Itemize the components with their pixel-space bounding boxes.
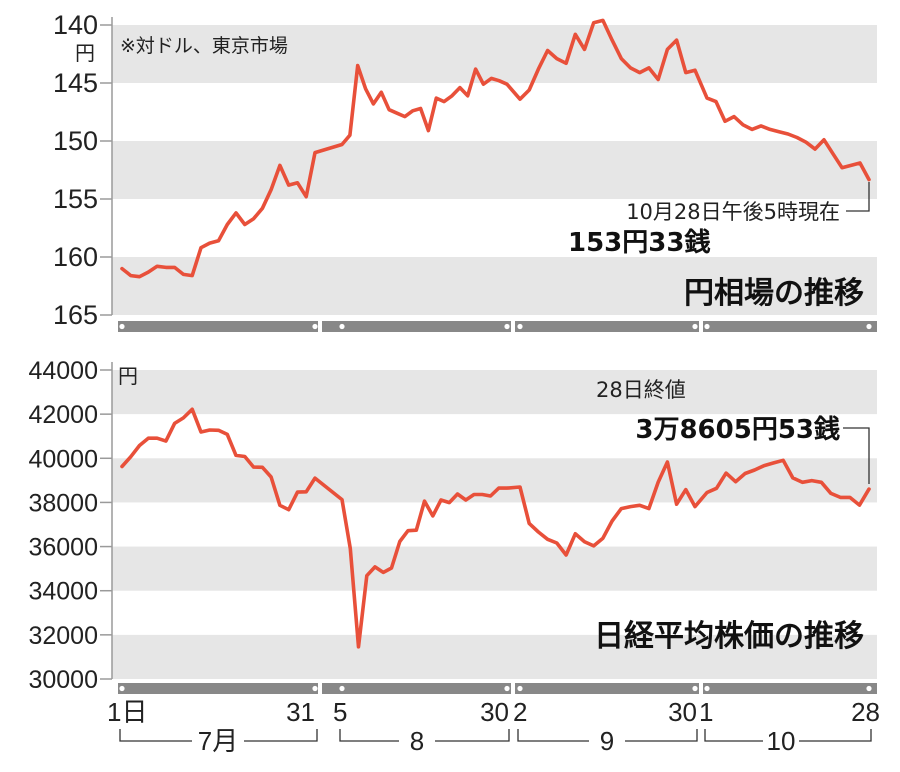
- bottom-annotation-label: 28日終値: [596, 378, 686, 402]
- x-tick-label: 30: [668, 697, 697, 727]
- yen-y-tick-label: 145: [53, 68, 98, 98]
- month-bracket-left: [339, 729, 399, 742]
- yen-y-tick-label: 140: [53, 10, 98, 40]
- yen-date-strip: [118, 321, 877, 332]
- nikkei-strip-dot: [704, 685, 710, 692]
- yen-grid-band: [112, 25, 877, 83]
- nikkei-strip-dot: [692, 685, 698, 692]
- month-bracket-right: [625, 729, 698, 742]
- nikkei-strip-gap: [511, 683, 515, 694]
- month-bracket-right: [244, 729, 318, 742]
- nikkei-y-tick-label: 40000: [28, 445, 98, 473]
- month-label: 7月: [198, 726, 238, 756]
- x-tick-label: 5: [333, 697, 347, 727]
- nikkei-y-tick-label: 34000: [28, 578, 98, 606]
- yen-strip-dot: [692, 323, 698, 330]
- nikkei-grid-band: [112, 634, 877, 679]
- nikkei-strip-dot: [119, 685, 125, 692]
- x-tick-label: 31: [286, 697, 315, 727]
- nikkei-strip-gap: [318, 683, 322, 694]
- yen-chart: 140 145 150 155 160 165: [53, 10, 877, 332]
- yen-y-tick-label: 155: [53, 184, 98, 214]
- nikkei-y-tick-label: 38000: [28, 489, 98, 517]
- nikkei-strip-dot: [504, 685, 510, 692]
- month-label: 10: [767, 726, 796, 756]
- x-tick-label: 1日: [107, 697, 147, 727]
- yen-strip-dot: [704, 323, 710, 330]
- nikkei-date-strip: [118, 683, 877, 694]
- yen-strip-dot: [504, 323, 510, 330]
- top-annotation-label: 10月28日午後5時現在: [626, 200, 840, 224]
- nikkei-strip-dot: [339, 685, 345, 692]
- nikkei-y-tick-label: 42000: [28, 401, 98, 429]
- yen-y-tick-label: 165: [53, 300, 98, 330]
- nikkei-series-line: [120, 407, 871, 649]
- x-tick-label: 28: [851, 697, 880, 727]
- top-chart-title: 円相場の推移: [684, 276, 864, 311]
- top-annotation-value: 153円33銭: [568, 228, 710, 258]
- month-label: 8: [410, 726, 424, 756]
- month-bracket-left: [704, 729, 763, 742]
- month-bracket-right: [435, 729, 510, 742]
- nikkei-grid-band: [112, 546, 877, 591]
- nikkei-annotation-leader: [843, 427, 870, 484]
- top-unit-label: 円: [75, 43, 95, 65]
- yen-grid-band: [112, 141, 877, 199]
- month-bracket-left: [517, 729, 589, 742]
- nikkei-strip-dot: [866, 685, 872, 692]
- month-bracket-right: [799, 729, 872, 742]
- bottom-chart-title: 日経平均株価の推移: [594, 619, 864, 654]
- yen-strip-dot: [866, 323, 872, 330]
- x-tick-label: 2: [513, 697, 527, 727]
- yen-grid-band: [112, 257, 877, 315]
- yen-strip-dot: [517, 323, 523, 330]
- month-bracket-left: [119, 729, 192, 742]
- nikkei-y-tick-label: 36000: [28, 534, 98, 562]
- nikkei-grid-band: [112, 458, 877, 503]
- yen-series-line: [120, 18, 871, 279]
- yen-strip-dot: [119, 323, 125, 330]
- yen-strip-gap: [511, 321, 515, 332]
- nikkei-y-tick-label: 32000: [28, 622, 98, 650]
- nikkei-y-tick-label: 30000: [28, 666, 98, 694]
- x-tick-label: 30: [480, 697, 509, 727]
- month-label: 9: [600, 726, 614, 756]
- yen-strip-dot: [339, 323, 345, 330]
- nikkei-strip-dot: [517, 685, 523, 692]
- top-note: ※対ドル、東京市場: [120, 35, 288, 57]
- yen-y-tick-label: 150: [53, 126, 98, 156]
- nikkei-strip-dot: [312, 685, 318, 692]
- bottom-annotation-value: 3万8605円53銭: [635, 415, 840, 445]
- yen-strip-gap: [318, 321, 322, 332]
- nikkei-chart: 30000 32000 34000 36000 38000 40000 42000 44000: [28, 357, 877, 694]
- yen-strip-dot: [312, 323, 318, 330]
- yen-y-tick-label: 160: [53, 242, 98, 272]
- yen-annotation-leader: [846, 182, 870, 212]
- x-tick-label: 1: [699, 697, 713, 727]
- nikkei-y-tick-label: 44000: [28, 357, 98, 385]
- nikkei-grid-band: [112, 370, 877, 415]
- bottom-unit-label: 円: [118, 366, 138, 388]
- nikkei-strip-gap: [699, 683, 703, 694]
- yen-strip-gap: [699, 321, 703, 332]
